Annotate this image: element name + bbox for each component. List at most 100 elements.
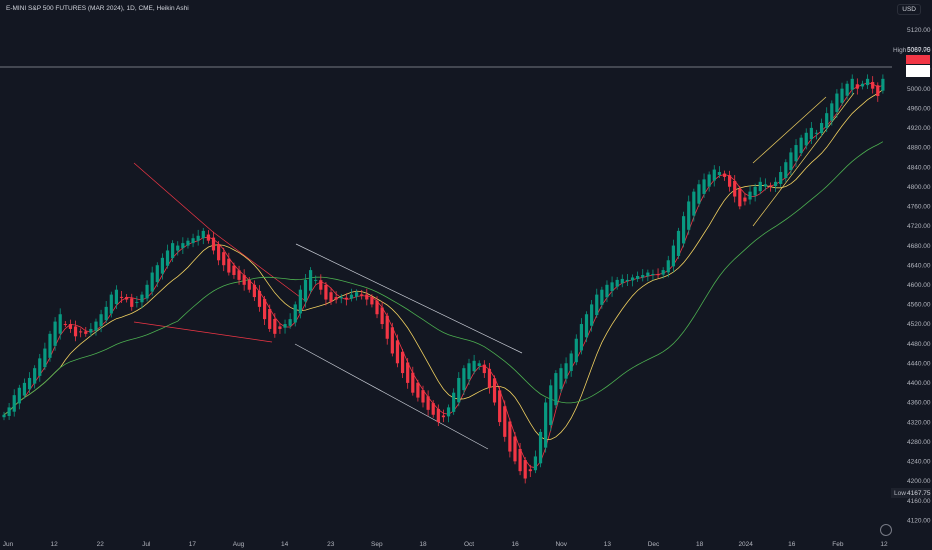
candle-body xyxy=(492,378,497,403)
candle-body xyxy=(217,244,221,261)
candle-body xyxy=(467,363,471,380)
high-tag-label: High xyxy=(893,47,907,54)
x-axis[interactable]: Jun 12 22 Jul 17 Aug 14 23 Sep 18 Oct 16 Nov 13 Dec 18 2… xyxy=(3,541,888,548)
candle-body xyxy=(595,294,599,316)
candle-body xyxy=(584,314,589,338)
candle-body xyxy=(482,364,486,374)
candle-body xyxy=(436,408,440,423)
candle-body xyxy=(395,340,400,364)
candle-body xyxy=(615,279,619,287)
candle-body xyxy=(825,113,829,129)
y-axis[interactable]: 4120.00 4160.00 4200.00 4240.00 4280.00 4320.… xyxy=(907,27,931,524)
candle-body xyxy=(600,289,604,305)
candle-body xyxy=(12,395,16,412)
candle-body xyxy=(610,282,614,292)
candle-body xyxy=(257,290,262,307)
candle-body xyxy=(319,280,323,290)
candle-body xyxy=(564,363,568,379)
x-tick-label: Feb xyxy=(832,541,844,548)
candle-body xyxy=(114,289,119,305)
candle-body xyxy=(273,318,277,334)
settings-icon[interactable] xyxy=(880,524,892,536)
candle-body xyxy=(176,245,180,251)
candle-body xyxy=(48,333,52,358)
candle-body xyxy=(171,243,175,259)
candle-body xyxy=(339,297,343,299)
candle-body xyxy=(278,326,282,329)
candle-body xyxy=(682,216,686,244)
candle-body xyxy=(73,326,78,337)
candle-body xyxy=(145,284,149,299)
candle-body xyxy=(416,382,420,398)
candle-body xyxy=(370,297,374,305)
candle-body xyxy=(676,230,681,256)
candle-body xyxy=(722,173,727,177)
candle-body xyxy=(53,321,57,346)
candle-body xyxy=(263,298,267,320)
candle-body xyxy=(590,304,594,326)
candle-body xyxy=(814,132,819,134)
candle-body xyxy=(380,307,384,325)
candle-body xyxy=(109,294,113,314)
y-tick-label: 5080.00 xyxy=(907,47,931,54)
candle-body xyxy=(452,392,456,412)
candle-body xyxy=(697,184,701,204)
candle-body xyxy=(33,368,37,384)
y-tick-label: 4400.00 xyxy=(907,380,931,387)
candle-body xyxy=(242,275,246,285)
candle-body xyxy=(733,180,737,197)
candle-body xyxy=(528,469,532,472)
candle-body xyxy=(222,252,226,266)
candle-body xyxy=(738,188,742,207)
currency-button[interactable]: USD xyxy=(897,4,921,15)
candle-body xyxy=(819,122,824,134)
candle-body xyxy=(431,403,435,415)
y-tick-label: 4240.00 xyxy=(907,459,931,466)
y-tick-label: 5000.00 xyxy=(907,86,931,93)
candle-body xyxy=(94,321,98,331)
candle-body xyxy=(763,184,767,187)
candle-body xyxy=(283,324,287,328)
candle-body xyxy=(390,327,394,354)
candle-body xyxy=(400,351,405,374)
candle-body xyxy=(324,284,328,300)
candle-body xyxy=(84,331,88,334)
candle-body xyxy=(288,319,292,326)
candle-body xyxy=(630,277,635,281)
candle-body xyxy=(191,238,195,244)
moving-average-line xyxy=(3,89,884,440)
y-tick-label: 4880.00 xyxy=(907,145,931,152)
trend-line xyxy=(212,231,305,301)
candle-body xyxy=(840,88,844,103)
candle-body xyxy=(298,289,302,314)
high-tag: High 5067.75 xyxy=(893,47,931,54)
candle-body xyxy=(538,431,543,464)
candle-body xyxy=(38,358,42,376)
x-tick-label: 23 xyxy=(327,541,335,548)
candle-body xyxy=(855,84,859,89)
candle-body xyxy=(620,278,624,284)
candle-body xyxy=(206,234,210,241)
candle-body xyxy=(421,390,425,403)
x-tick-label: 22 xyxy=(97,541,105,548)
candle-body xyxy=(666,260,670,273)
candle-body xyxy=(365,294,369,300)
candle-body xyxy=(768,185,773,187)
candle-body xyxy=(523,460,527,479)
y-tick-label: 4640.00 xyxy=(907,262,931,269)
candle-body xyxy=(784,162,788,178)
candle-body xyxy=(426,396,430,410)
x-tick-label: 17 xyxy=(189,541,197,548)
y-tick-label: 4560.00 xyxy=(907,302,931,309)
candle-body xyxy=(850,78,854,90)
candle-body xyxy=(646,272,650,277)
candle-body xyxy=(712,169,716,181)
candle-body xyxy=(794,145,798,162)
candle-body xyxy=(130,298,134,307)
candle-body xyxy=(876,85,880,97)
candle-body xyxy=(344,297,348,300)
candle-body xyxy=(104,306,108,321)
candles xyxy=(2,74,885,484)
candle-body xyxy=(809,127,813,140)
